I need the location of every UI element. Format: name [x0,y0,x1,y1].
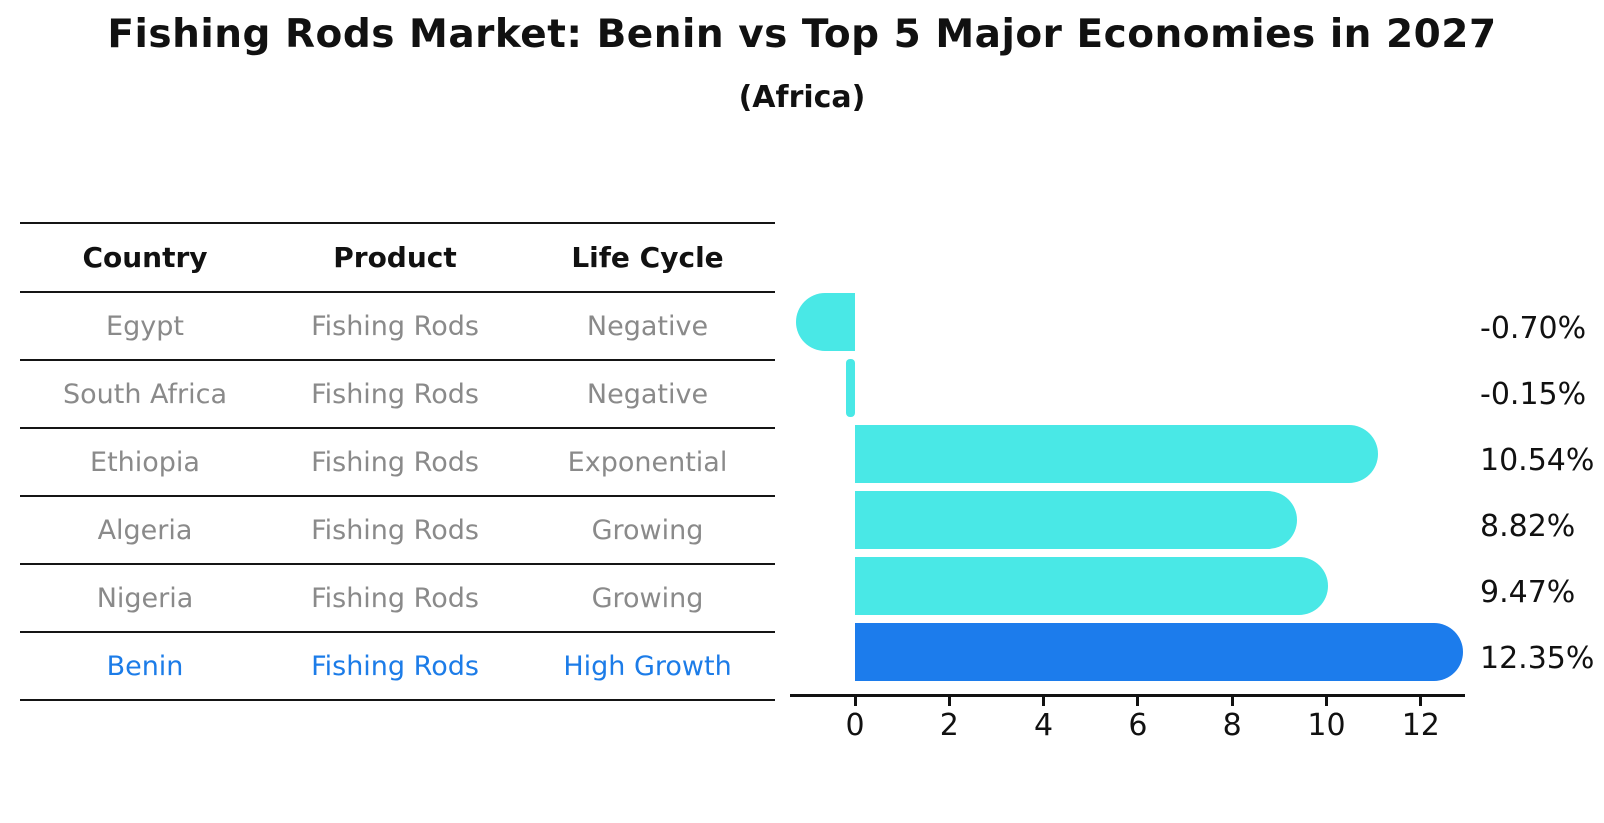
cell-country: Benin [106,650,184,682]
x-tick-10 [1325,697,1328,706]
cell-product: Fishing Rods [311,310,479,342]
x-tick-6 [1136,697,1140,706]
cell-country: Nigeria [96,582,194,614]
x-tick-label-2: 2 [939,708,959,743]
x-tick-label-10: 10 [1307,708,1346,743]
x-tick-label-4: 4 [1034,708,1054,743]
x-tick-label-12: 12 [1401,708,1440,743]
cell-life-cycle: High Growth [563,650,732,682]
cell-product: Fishing Rods [311,378,479,410]
cell-life-cycle: Growing [591,582,704,614]
x-axis-line [790,694,1465,697]
cell-product: Fishing Rods [311,514,479,546]
value-label-nigeria: 9.47% [1480,575,1576,610]
cell-country: Algeria [97,514,193,546]
cell-country: South Africa [62,378,228,410]
value-label-algeria: 8.82% [1480,509,1576,544]
value-label-ethiopia: 10.54% [1480,443,1595,478]
cell-life-cycle: Negative [586,378,709,410]
cell-country: Ethiopia [90,446,200,478]
cell-country: Egypt [106,310,184,342]
header-country: Country [82,241,208,274]
table-row: Algeria Fishing Rods Growing [20,497,775,565]
bar-egypt [795,293,855,351]
bar-south-africa [845,359,855,417]
chart-title: Fishing Rods Market: Benin vs Top 5 Majo… [107,12,1497,57]
x-tick-4 [1042,697,1046,706]
value-label-south-africa: -0.15% [1480,377,1587,412]
header-life-cycle: Life Cycle [571,241,724,274]
bar-nigeria [855,557,1328,615]
x-tick-2 [947,697,951,706]
x-tick-12 [1419,697,1423,706]
x-tick-label-8: 8 [1222,708,1242,743]
table-row: Egypt Fishing Rods Negative [20,293,775,361]
bar-algeria [855,491,1297,549]
cell-life-cycle: Growing [591,514,704,546]
table-row: South Africa Fishing Rods Negative [20,361,775,429]
cell-life-cycle: Negative [586,310,709,342]
value-label-egypt: -0.70% [1480,311,1587,346]
x-tick-label-0: 0 [845,708,865,743]
table-row: Benin Fishing Rods High Growth [20,633,775,701]
bar-ethiopia [855,425,1378,483]
value-label-benin: 12.35% [1480,641,1595,676]
cell-product: Fishing Rods [311,582,479,614]
country-table: Country Product Life Cycle Egypt Fishing… [20,222,775,701]
header-product: Product [333,241,457,274]
x-tick-8 [1230,697,1234,706]
table-row: Nigeria Fishing Rods Growing [20,565,775,633]
cell-product: Fishing Rods [311,650,479,682]
chart-subtitle: (Africa) [738,80,866,115]
x-tick-0 [853,697,857,706]
x-tick-label-6: 6 [1128,708,1148,743]
table-header-row: Country Product Life Cycle [20,222,775,293]
cell-product: Fishing Rods [311,446,479,478]
cell-life-cycle: Exponential [567,446,728,478]
table-row: Ethiopia Fishing Rods Exponential [20,429,775,497]
bar-benin [855,623,1464,681]
